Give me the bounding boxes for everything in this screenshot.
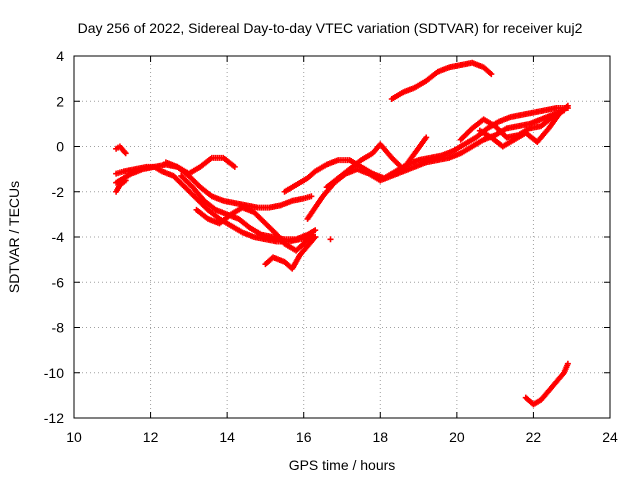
x-axis-label: GPS time / hours [289,457,396,473]
y-tick-label: 2 [56,93,64,109]
series-track-13 [476,102,571,150]
data-point [312,234,319,240]
series-track-15 [522,360,571,408]
y-tick-label: -10 [44,365,64,381]
series-track-8 [262,234,319,272]
data-points [113,59,571,408]
x-tick-label: 18 [372,429,388,445]
chart-title: Day 256 of 2022, Sidereal Day-to-day VTE… [78,20,583,36]
x-tick-label: 14 [219,429,235,445]
plot-frame [73,55,611,419]
data-point [423,134,430,141]
x-tick-label: 16 [296,429,312,445]
y-tick-label: 0 [56,139,64,155]
series-track-3 [113,177,129,195]
y-tick-label: -2 [52,184,65,200]
x-tick-label: 24 [602,429,618,445]
data-point [308,193,315,200]
x-tick-label: 12 [143,429,159,445]
y-axis-label: SDTVAR / TECUs [6,181,22,293]
data-point [121,149,128,156]
data-point [488,71,495,78]
series-track-4 [113,143,129,157]
data-point [122,177,129,184]
data-point [122,150,129,157]
data-point [564,360,571,367]
data-point [308,231,315,238]
y-tick-label: -12 [44,410,64,426]
x-tick-label: 22 [526,429,542,445]
series-track-5 [162,154,238,177]
series-track-10 [304,107,568,222]
y-tick-label: -6 [52,274,65,290]
series-track-16 [327,236,334,243]
x-tick-label: 20 [449,429,465,445]
data-point [327,236,334,243]
series-track-7 [193,204,315,254]
series-track-9 [281,105,571,195]
y-tick-label: -4 [52,229,65,245]
grid-lines [74,56,610,418]
series-track-2 [113,161,315,211]
x-tick-label: 10 [66,429,82,445]
data-point [231,163,238,170]
series-track-11 [323,134,430,191]
data-point [564,102,571,109]
series-track-14 [388,59,495,102]
y-tick-label: 4 [56,48,64,64]
y-tick-label: -8 [52,320,65,336]
data-point [312,227,319,234]
